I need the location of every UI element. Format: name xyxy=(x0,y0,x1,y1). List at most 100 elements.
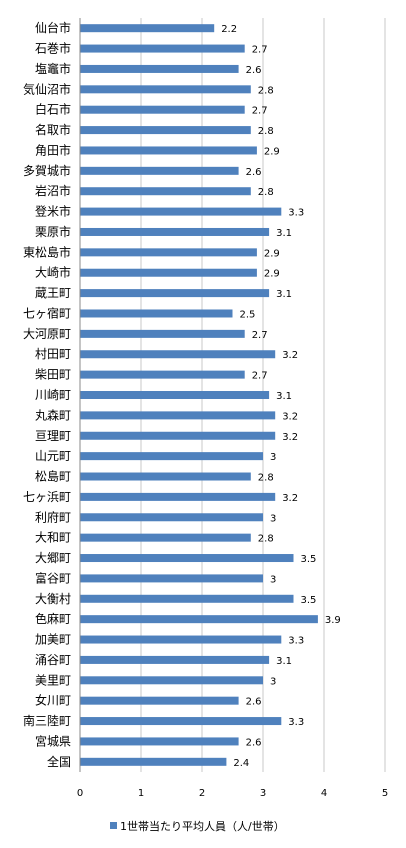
category-label: 登米市 xyxy=(35,204,71,219)
value-label: 3.5 xyxy=(301,595,317,606)
category-label: 全国 xyxy=(47,754,71,769)
bar xyxy=(80,431,276,440)
category-label: 丸森町 xyxy=(35,407,71,422)
category-label: 川崎町 xyxy=(35,388,71,402)
bar xyxy=(80,370,245,379)
bar xyxy=(80,676,263,685)
category-label: 七ヶ宿町 xyxy=(23,305,71,320)
bar xyxy=(80,44,245,53)
bar xyxy=(80,146,257,155)
category-label: 色麻町 xyxy=(35,611,71,626)
value-label: 3.2 xyxy=(282,432,298,443)
value-label: 2.7 xyxy=(252,45,268,56)
bar xyxy=(80,472,251,481)
value-label: 3 xyxy=(270,513,276,524)
bar xyxy=(80,737,239,746)
value-label: 3.2 xyxy=(282,350,298,361)
value-label: 2.6 xyxy=(246,697,262,708)
bar xyxy=(80,411,276,420)
category-label: 大衡村 xyxy=(35,592,71,606)
value-label: 3.3 xyxy=(288,208,304,219)
value-label: 3.9 xyxy=(325,615,341,626)
category-label: 女川町 xyxy=(35,693,71,708)
value-label: 3.1 xyxy=(276,289,292,300)
x-tick-label: 4 xyxy=(321,788,327,799)
bar xyxy=(80,452,263,461)
bar xyxy=(80,635,282,644)
category-label: 栗原市 xyxy=(35,224,71,239)
category-label: 石巻市 xyxy=(35,41,71,56)
x-tick-labels: 0 1 2 3 4 5 xyxy=(77,788,388,799)
category-label: 名取市 xyxy=(35,122,71,137)
legend-swatch xyxy=(110,822,117,829)
value-label: 3 xyxy=(270,574,276,585)
bar xyxy=(80,85,251,94)
bar xyxy=(80,655,270,664)
value-label: 2.9 xyxy=(264,269,280,280)
category-label: 加美町 xyxy=(35,633,71,647)
bar xyxy=(80,64,239,73)
value-label: 2.2 xyxy=(221,24,237,35)
bar xyxy=(80,574,263,583)
value-label: 3.2 xyxy=(282,411,298,422)
value-label: 2.9 xyxy=(264,146,280,157)
bars xyxy=(80,24,318,766)
bar xyxy=(80,105,245,114)
bar xyxy=(80,513,263,522)
category-labels: 仙台市石巻市塩竈市気仙沼市白石市名取市角田市多賀城市岩沼市登米市栗原市東松島市大… xyxy=(23,20,71,769)
category-label: 涌谷町 xyxy=(35,653,71,667)
value-label: 2.4 xyxy=(233,758,249,769)
category-label: 亘理町 xyxy=(35,429,71,443)
bar xyxy=(80,594,294,603)
category-label: 松島町 xyxy=(35,469,71,484)
value-label: 2.5 xyxy=(240,309,256,320)
value-label: 2.6 xyxy=(246,65,262,76)
category-label: 塩竈市 xyxy=(35,61,71,76)
bar xyxy=(80,268,257,277)
category-label: 大郷町 xyxy=(35,551,71,565)
bar xyxy=(80,207,282,216)
value-label: 3.1 xyxy=(276,228,292,239)
bar xyxy=(80,126,251,135)
x-tick-label: 1 xyxy=(138,788,144,799)
category-label: 山元町 xyxy=(35,449,71,463)
bar xyxy=(80,166,239,175)
legend: 1世帯当たり平均人員（人/世帯） xyxy=(110,819,285,833)
value-label: 2.7 xyxy=(252,330,268,341)
value-label: 2.6 xyxy=(246,167,262,178)
bar xyxy=(80,391,270,399)
value-label: 2.8 xyxy=(258,187,274,198)
category-label: 岩沼市 xyxy=(35,183,71,198)
value-label: 2.8 xyxy=(258,85,274,96)
value-label: 3.3 xyxy=(288,636,304,647)
value-label: 3.2 xyxy=(282,493,298,504)
value-label: 3.5 xyxy=(301,554,317,565)
value-label: 2.9 xyxy=(264,248,280,259)
category-label: 大和町 xyxy=(35,531,71,545)
category-label: 多賀城市 xyxy=(23,163,71,178)
category-label: 利府町 xyxy=(35,509,71,524)
value-label: 2.6 xyxy=(246,737,262,748)
value-label: 3.1 xyxy=(276,391,292,402)
category-label: 蔵王町 xyxy=(35,286,71,300)
bar xyxy=(80,696,239,705)
bar xyxy=(80,533,251,542)
category-label: 富谷町 xyxy=(35,570,71,585)
category-label: 宮城県 xyxy=(35,733,71,748)
x-tick-label: 3 xyxy=(260,788,266,799)
category-label: 村田町 xyxy=(35,347,71,361)
value-label: 2.8 xyxy=(258,534,274,545)
category-label: 大崎市 xyxy=(35,265,71,280)
bar xyxy=(80,227,270,236)
bar xyxy=(80,492,276,501)
category-label: 気仙沼市 xyxy=(23,81,71,96)
value-label: 2.7 xyxy=(252,371,268,382)
bar xyxy=(80,554,294,563)
category-label: 大河原町 xyxy=(23,327,71,341)
legend-label: 1世帯当たり平均人員（人/世帯） xyxy=(120,819,285,833)
category-label: 柴田町 xyxy=(35,368,71,382)
bar xyxy=(80,757,227,766)
bar xyxy=(80,187,251,196)
value-label: 3.3 xyxy=(288,717,304,728)
